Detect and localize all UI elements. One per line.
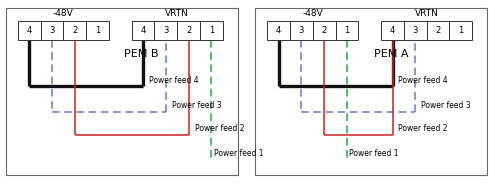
- Text: 1: 1: [95, 26, 100, 35]
- Bar: [177, 21, 200, 40]
- Bar: [18, 21, 41, 40]
- Text: PEM B: PEM B: [124, 49, 158, 59]
- Text: Power feed 4: Power feed 4: [398, 76, 448, 85]
- Text: 4: 4: [141, 26, 146, 35]
- Text: Power feed 3: Power feed 3: [421, 101, 471, 110]
- Bar: [200, 21, 223, 40]
- Text: 3: 3: [299, 26, 304, 35]
- Bar: [404, 21, 427, 40]
- Text: Power feed 1: Power feed 1: [349, 150, 399, 158]
- Text: 1: 1: [458, 26, 463, 35]
- Text: -48V: -48V: [302, 10, 323, 18]
- Text: VRTN: VRTN: [165, 10, 189, 18]
- Text: 1: 1: [209, 26, 214, 35]
- Text: 2: 2: [322, 26, 327, 35]
- Bar: [86, 21, 109, 40]
- Bar: [381, 21, 404, 40]
- Text: 3: 3: [413, 26, 418, 35]
- Text: VRTN: VRTN: [415, 10, 439, 18]
- Text: Power feed 3: Power feed 3: [172, 101, 221, 110]
- Bar: [267, 21, 290, 40]
- Text: 2: 2: [436, 26, 441, 35]
- Bar: [427, 21, 449, 40]
- Text: 4: 4: [390, 26, 395, 35]
- Text: 1: 1: [345, 26, 349, 35]
- Bar: [154, 21, 177, 40]
- Text: 4: 4: [276, 26, 281, 35]
- Text: 4: 4: [27, 26, 32, 35]
- Text: Power feed 2: Power feed 2: [398, 124, 448, 133]
- Text: Power feed 2: Power feed 2: [195, 124, 244, 133]
- Bar: [63, 21, 86, 40]
- Bar: [41, 21, 63, 40]
- Text: Power feed 1: Power feed 1: [214, 150, 263, 158]
- Bar: [255, 8, 487, 175]
- Bar: [132, 21, 154, 40]
- Bar: [449, 21, 472, 40]
- Text: 3: 3: [50, 26, 54, 35]
- Text: -48V: -48V: [53, 10, 74, 18]
- Bar: [290, 21, 313, 40]
- Text: 3: 3: [163, 26, 168, 35]
- Bar: [6, 8, 238, 175]
- Text: Power feed 4: Power feed 4: [149, 76, 198, 85]
- Text: PEM A: PEM A: [374, 49, 408, 59]
- Bar: [313, 21, 336, 40]
- Bar: [336, 21, 358, 40]
- Text: 2: 2: [186, 26, 191, 35]
- Text: 2: 2: [72, 26, 77, 35]
